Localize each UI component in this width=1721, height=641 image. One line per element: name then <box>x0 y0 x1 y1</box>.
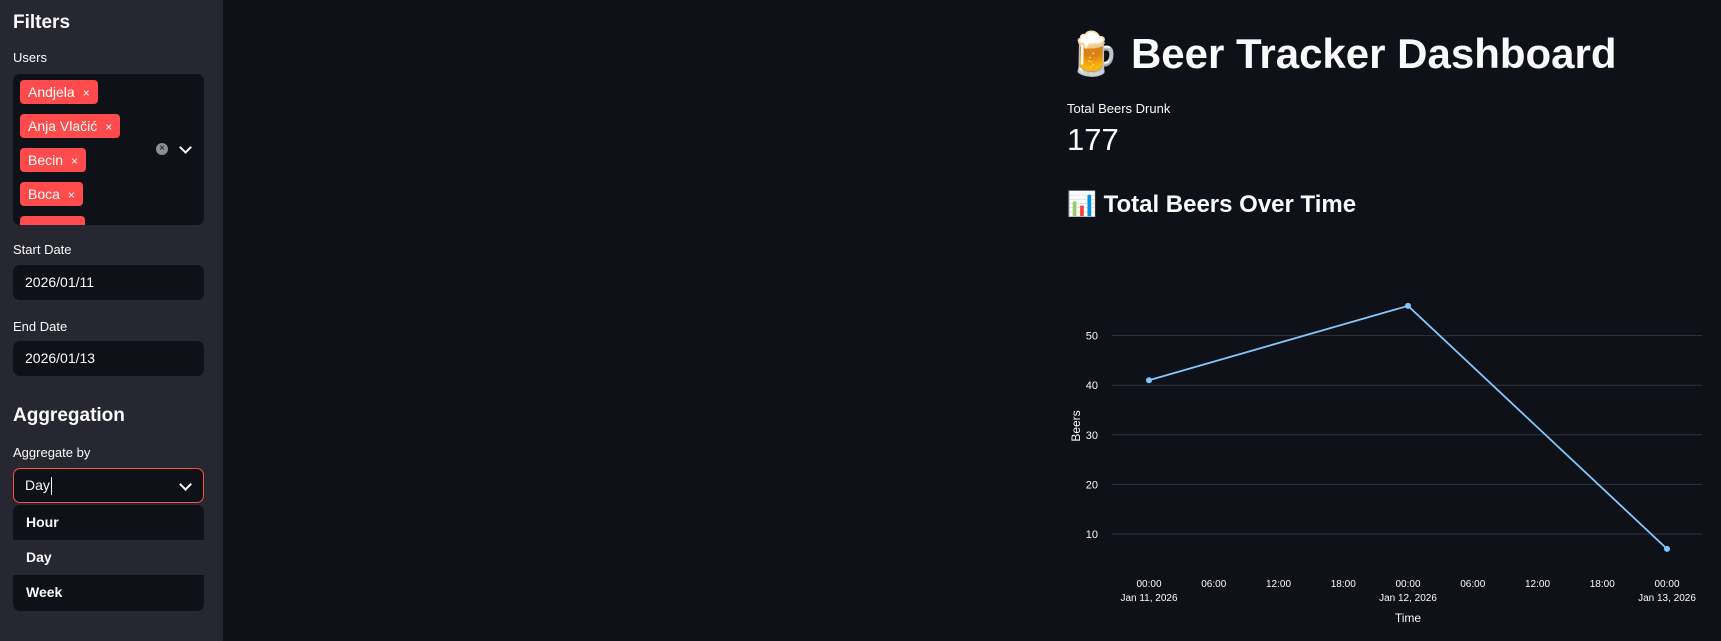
data-point <box>1664 545 1670 552</box>
end-date-label: End Date <box>13 319 68 334</box>
start-date-label: Start Date <box>13 242 72 257</box>
x-tick-label: 12:00 <box>1266 579 1291 590</box>
filters-heading: Filters <box>13 12 71 33</box>
aggregate-dropdown: Hour Day Week <box>13 505 204 611</box>
x-tick-date-label: Jan 12, 2026 <box>1379 593 1437 604</box>
user-tag-label: Boca <box>28 186 60 202</box>
x-tick-label: 12:00 <box>1525 579 1550 590</box>
beer-icon: 🍺 <box>1067 30 1120 77</box>
user-tag: Anja Vlačić × <box>20 114 121 138</box>
metric-label: Total Beers Drunk <box>1067 101 1171 116</box>
x-tick-label: 06:00 <box>1201 579 1226 590</box>
option-hour[interactable]: Hour <box>26 514 59 530</box>
user-tag: Becin × <box>20 148 87 172</box>
remove-tag-icon[interactable]: × <box>67 188 75 202</box>
option-day[interactable]: Day <box>13 540 204 575</box>
y-tick-label: 30 <box>1086 430 1098 442</box>
x-tick-label: 00:00 <box>1136 579 1161 590</box>
clear-all-icon[interactable]: × <box>156 143 168 155</box>
user-tag: Andjela × <box>20 80 98 104</box>
x-axis-title: Time <box>1395 611 1422 625</box>
users-multiselect[interactable]: Andjela × Anja Vlačić × Becin × Boca × × <box>13 74 204 225</box>
page-title: 🍺 Beer Tracker Dashboard <box>1067 30 1617 79</box>
page-title-text: Beer Tracker Dashboard <box>1130 30 1617 77</box>
data-point <box>1405 302 1411 309</box>
bar-chart-icon: 📊 <box>1067 191 1097 218</box>
end-date-input[interactable]: 2026/01/13 <box>13 341 204 376</box>
y-tick-label: 10 <box>1086 529 1098 541</box>
user-tag-label: Anja Vlačić <box>28 118 98 134</box>
aggregate-by-value: Day <box>25 477 50 493</box>
user-tag-label: Andjela <box>28 84 75 100</box>
x-tick-label: 18:00 <box>1590 579 1615 590</box>
y-tick-label: 50 <box>1086 331 1098 343</box>
x-tick-date-label: Jan 11, 2026 <box>1120 593 1178 604</box>
remove-tag-icon[interactable]: × <box>82 86 90 100</box>
option-week[interactable]: Week <box>26 584 63 600</box>
y-tick-label: 20 <box>1086 479 1098 491</box>
sidebar: Filters Users Andjela × Anja Vlačić × Beci… <box>0 0 223 641</box>
x-tick-label: 00:00 <box>1654 579 1679 590</box>
series-line <box>1148 304 1668 550</box>
chart-heading-text: Total Beers Over Time <box>1103 191 1357 218</box>
start-date-input[interactable]: 2026/01/11 <box>13 265 204 300</box>
remove-tag-icon[interactable]: × <box>105 120 113 134</box>
y-tick-label: 40 <box>1086 380 1098 392</box>
text-caret <box>50 477 52 496</box>
users-label: Users <box>13 50 47 65</box>
x-tick-label: 18:00 <box>1331 579 1356 590</box>
aggregation-heading: Aggregation <box>13 405 125 426</box>
user-tag: Boca × <box>20 182 83 206</box>
remove-tag-icon[interactable]: × <box>71 154 79 168</box>
chart-heading: 📊 Total Beers Over Time <box>1067 190 1356 219</box>
user-tag-label: Becin <box>28 152 64 168</box>
aggregate-by-select[interactable]: Day <box>13 468 204 503</box>
x-tick-label: 00:00 <box>1395 579 1420 590</box>
metric-value: 177 <box>1067 122 1119 157</box>
x-tick-date-label: Jan 13, 2026 <box>1638 593 1696 604</box>
data-point <box>1146 377 1152 384</box>
x-tick-label: 06:00 <box>1460 579 1485 590</box>
aggregate-by-label: Aggregate by <box>13 445 91 460</box>
user-tag-partial <box>20 216 85 225</box>
y-axis-title: Beers <box>1069 410 1083 441</box>
